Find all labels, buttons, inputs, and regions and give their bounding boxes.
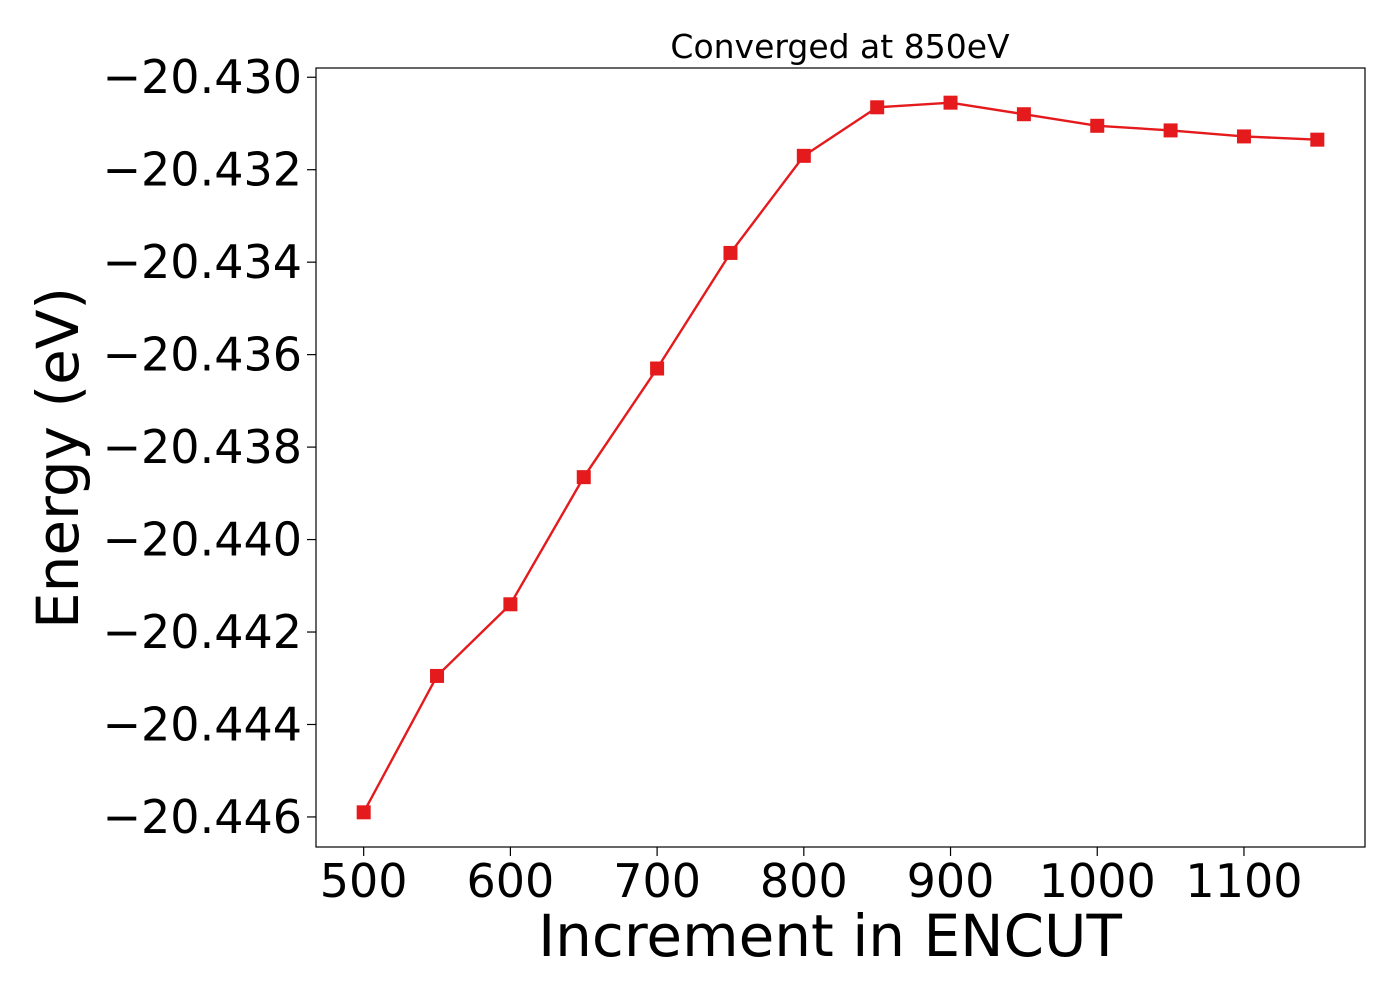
- y-tick-label: −20.438: [103, 420, 303, 474]
- data-point-700: [650, 361, 665, 376]
- data-point-1000: [1090, 118, 1105, 133]
- x-tick-label: 1000: [1039, 854, 1156, 908]
- y-tick-label: −20.430: [103, 50, 303, 104]
- x-tick-label: 500: [320, 854, 408, 908]
- data-point-1100: [1236, 129, 1251, 144]
- data-point-850: [870, 100, 885, 115]
- x-tick-label: 800: [760, 854, 848, 908]
- x-tick-label: 700: [613, 854, 701, 908]
- data-point-550: [430, 668, 445, 683]
- series-line: [362, 101, 1318, 813]
- data-point-1150: [1310, 132, 1325, 147]
- data-point-600: [503, 597, 518, 612]
- x-tick-label: 900: [907, 854, 995, 908]
- data-point-650: [576, 470, 591, 485]
- y-tick-label: −20.444: [103, 697, 303, 751]
- y-axis: −20.446 −20.444 −20.442 −20.440 −20.438 −20.4…: [103, 50, 316, 844]
- y-tick-label: −20.440: [103, 513, 303, 567]
- data-point-500: [356, 805, 371, 820]
- x-axis-label: Increment in ENCUT: [538, 902, 1122, 970]
- series-layer: [356, 95, 1325, 820]
- x-axis: 500 600 700 800 900 1000 1100: [320, 847, 1303, 908]
- y-tick-label: −20.446: [103, 790, 303, 844]
- y-tick-label: −20.442: [103, 605, 303, 659]
- x-tick-label: 600: [466, 854, 554, 908]
- data-point-900: [943, 95, 958, 110]
- y-tick-label: −20.436: [103, 328, 303, 382]
- data-point-750: [723, 245, 738, 260]
- y-axis-label: Energy (eV): [24, 287, 92, 629]
- y-tick-label: −20.432: [103, 143, 303, 197]
- data-point-800: [796, 148, 811, 163]
- x-tick-label: 1100: [1185, 854, 1302, 908]
- plot-area-frame: [315, 67, 1366, 848]
- chart-title: Converged at 850eV: [670, 27, 1010, 66]
- y-tick-label: −20.434: [103, 235, 303, 289]
- data-point-1050: [1163, 123, 1178, 138]
- data-point-950: [1016, 107, 1031, 122]
